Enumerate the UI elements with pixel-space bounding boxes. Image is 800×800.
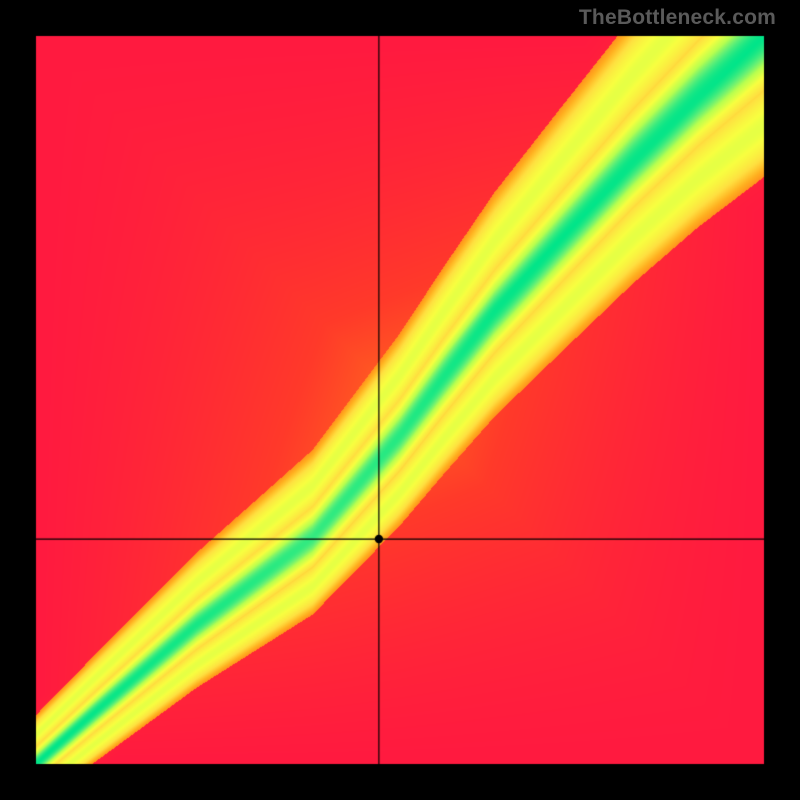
bottleneck-heatmap (0, 0, 800, 800)
watermark-label: TheBottleneck.com (579, 6, 776, 30)
chart-container: TheBottleneck.com (0, 0, 800, 800)
